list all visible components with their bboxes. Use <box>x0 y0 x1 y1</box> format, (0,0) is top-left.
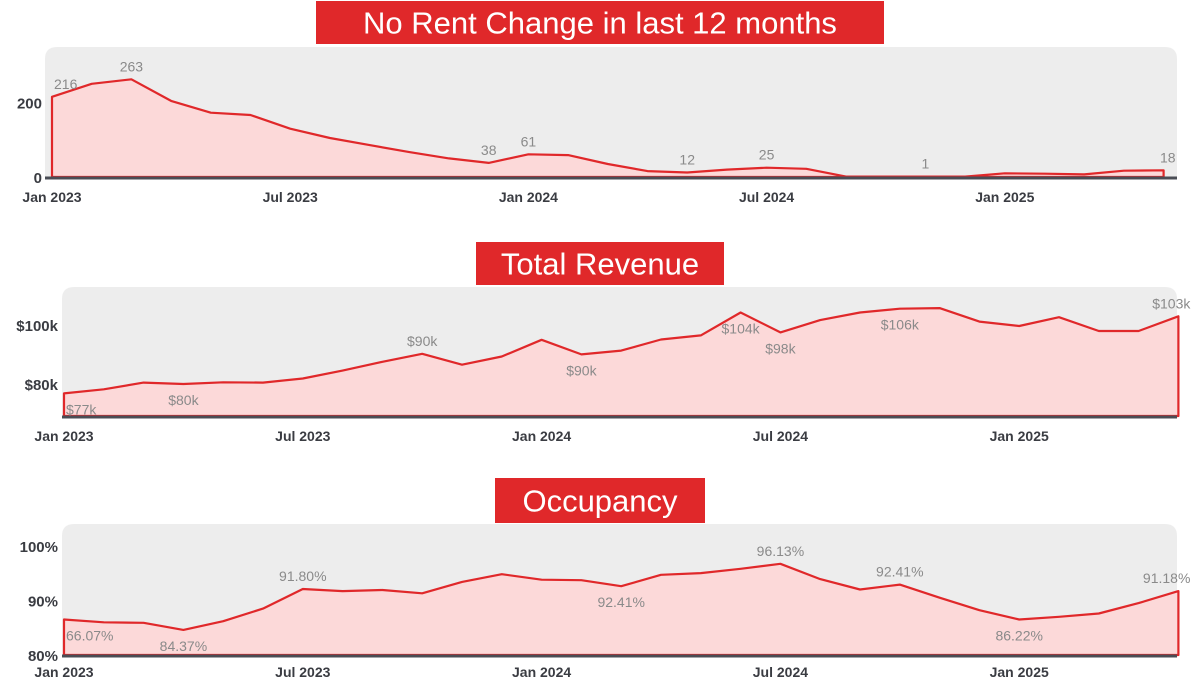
data-label: 84.37% <box>160 638 207 654</box>
x-tick-label: Jul 2023 <box>263 189 318 205</box>
x-tick-label: Jan 2024 <box>512 428 571 444</box>
chart-title: No Rent Change in last 12 months <box>363 6 837 41</box>
x-tick-label: Jan 2024 <box>512 664 571 680</box>
y-tick-label: $80k <box>25 377 59 394</box>
data-label: $80k <box>168 392 199 408</box>
data-label: $77k <box>66 401 97 417</box>
x-tick-label: Jul 2023 <box>275 428 330 444</box>
chart-title-box <box>495 478 705 523</box>
x-tick-label: Jan 2025 <box>975 189 1034 205</box>
chart-title: Total Revenue <box>501 247 699 282</box>
area-fill <box>64 563 1179 655</box>
chart-title: Occupancy <box>522 484 678 519</box>
x-tick-label: Jan 2023 <box>34 428 93 444</box>
chart-3: Occupancy 80% 90% 100% Jan 2023 Jul 2023 Jan 2… <box>20 478 1190 680</box>
data-label: 86.22% <box>995 628 1042 644</box>
chart-title-box <box>316 1 884 44</box>
data-label: $90k <box>407 333 438 349</box>
data-label: $103k <box>1152 295 1191 311</box>
data-label: 263 <box>120 58 144 74</box>
x-tick-label: Jul 2024 <box>753 664 808 680</box>
x-tick-label: Jan 2024 <box>499 189 558 205</box>
y-tick-label: $100k <box>16 318 58 335</box>
data-label: 92.41% <box>597 594 644 610</box>
x-tick-label: Jul 2024 <box>753 428 808 444</box>
data-label: 91.18% <box>1143 570 1190 586</box>
y-tick-label: 90% <box>28 593 58 610</box>
x-tick-label: Jan 2023 <box>34 664 93 680</box>
data-label: $90k <box>566 362 597 378</box>
data-label: 91.80% <box>279 568 326 584</box>
data-label: 61 <box>521 133 537 149</box>
data-label: $104k <box>722 321 761 337</box>
data-label: 66.07% <box>66 628 113 644</box>
y-tick-label: 80% <box>28 648 58 665</box>
y-tick-label: 200 <box>17 96 42 113</box>
data-label: $98k <box>765 340 796 356</box>
data-label: 25 <box>759 147 775 163</box>
x-tick-label: Jan 2025 <box>990 664 1049 680</box>
x-tick-label: Jan 2023 <box>22 189 81 205</box>
data-label: 38 <box>481 142 497 158</box>
x-tick-label: Jul 2024 <box>739 189 794 205</box>
y-tick-label: 0 <box>34 170 42 187</box>
area-fill <box>52 79 1164 177</box>
data-label: 96.13% <box>757 543 804 559</box>
series-line <box>62 562 1180 657</box>
chart-2: Total Revenue $80k $100k Jan 2023 Jul 2023 Ja… <box>16 242 1191 444</box>
data-label: 18 <box>1160 149 1176 165</box>
series-line <box>62 307 1180 418</box>
x-tick-label: Jan 2025 <box>990 428 1049 444</box>
series-line <box>50 78 1165 179</box>
x-tick-label: Jul 2023 <box>275 664 330 680</box>
data-label: 216 <box>54 76 78 92</box>
chart-1: No Rent Change in last 12 months 0 200 Jan … <box>17 1 1177 205</box>
data-label: 12 <box>679 152 695 168</box>
data-label: 92.41% <box>876 564 923 580</box>
y-tick-label: 100% <box>20 539 58 556</box>
chart-title-box <box>476 242 724 285</box>
area-fill <box>64 308 1179 416</box>
data-label: 1 <box>922 156 930 172</box>
data-label: $106k <box>881 317 920 333</box>
